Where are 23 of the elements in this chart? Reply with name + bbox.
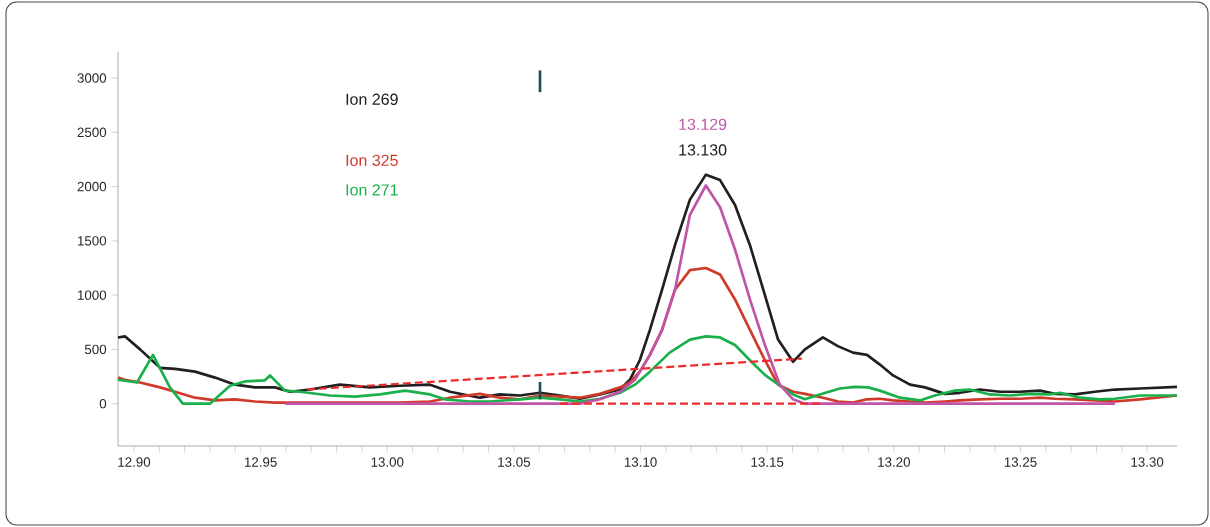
annotation: 13.129 xyxy=(679,118,727,131)
x-tick-label: 12.95 xyxy=(244,457,277,467)
y-tick-label: 2500 xyxy=(77,127,107,138)
line-series xyxy=(116,335,1179,405)
x-tick-label: 13.20 xyxy=(878,457,910,467)
x-tick-label: 13.00 xyxy=(371,457,404,467)
y-tick-label: 1000 xyxy=(78,290,107,300)
text: Ion 269 xyxy=(346,93,398,105)
x-tick-label: 13.30 xyxy=(1131,457,1164,467)
y-tick-label: 1500 xyxy=(78,236,107,246)
x-tick-label: 13.10 xyxy=(624,457,657,467)
line-series xyxy=(283,184,1117,405)
text: Ion 271 xyxy=(346,184,398,196)
x-tick-label: 12.90 xyxy=(118,457,151,467)
x-tick-label: 13.25 xyxy=(1004,457,1037,467)
y-tick-label: 2000 xyxy=(77,181,107,192)
y-tick-label: 0 xyxy=(99,398,107,409)
y-tick-label: 500 xyxy=(84,344,107,355)
y-tick-label: 3000 xyxy=(77,73,107,83)
annotation: 13.130 xyxy=(679,144,727,156)
x-tick-label: 13.15 xyxy=(751,457,784,467)
x-tick-label: 13.05 xyxy=(498,457,531,467)
text: Ion 325 xyxy=(346,154,398,166)
